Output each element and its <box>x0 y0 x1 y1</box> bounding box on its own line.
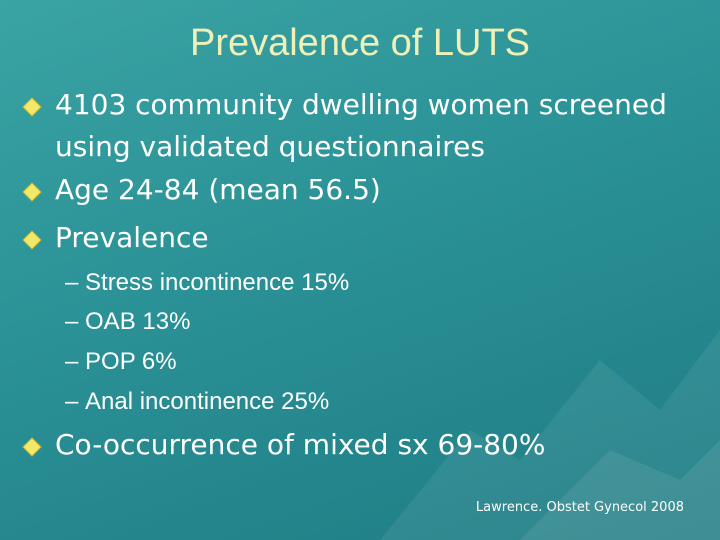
bullet: Prevalence <box>22 217 717 259</box>
bullet: Age 24-84 (mean 56.5) <box>22 169 717 211</box>
bullet-marker <box>22 437 42 457</box>
dash: – <box>65 348 86 375</box>
citation: Lawrence. Obstet Gynecol 2008 <box>475 500 684 515</box>
bullet-text: 4103 community dwelling women screened u… <box>55 88 667 163</box>
sub-bullet-text: Stress incontinence 15% <box>85 269 350 296</box>
bullet-text: Prevalence <box>55 221 209 254</box>
sub-bullet-text: POP 6% <box>85 348 177 375</box>
sub-bullet: – Anal incontinence 25% <box>65 387 329 417</box>
bullet-marker <box>22 97 42 117</box>
dash: – <box>65 388 86 415</box>
sub-bullet-text: Anal incontinence 25% <box>85 388 330 415</box>
sub-bullet: – Stress incontinence 15% <box>65 268 349 298</box>
bullet-marker <box>22 230 42 250</box>
sub-bullet-text: OAB 13% <box>85 308 191 335</box>
sub-bullet: – OAB 13% <box>65 307 190 337</box>
dash: – <box>65 269 86 296</box>
bullet-text: Co-occurrence of mixed sx 69-80% <box>55 428 546 461</box>
bullet-marker <box>22 182 42 202</box>
sub-bullet: – POP 6% <box>65 347 177 377</box>
bullet-text: Age 24-84 (mean 56.5) <box>55 173 381 206</box>
bullet: 4103 community dwelling women screened u… <box>22 84 717 168</box>
dash: – <box>65 308 86 335</box>
bullet: Co-occurrence of mixed sx 69-80% <box>22 424 717 466</box>
slide-title: Prevalence of LUTS <box>189 22 531 64</box>
